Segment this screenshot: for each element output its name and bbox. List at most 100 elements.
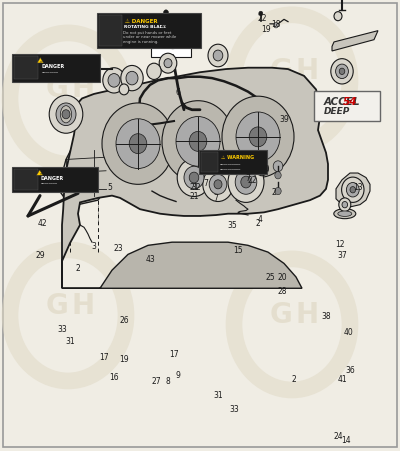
Circle shape: [121, 66, 143, 92]
Circle shape: [235, 170, 257, 195]
Circle shape: [116, 120, 160, 169]
Circle shape: [159, 54, 177, 74]
Circle shape: [162, 101, 234, 183]
Text: 20: 20: [277, 273, 287, 282]
Circle shape: [164, 11, 168, 16]
Polygon shape: [36, 170, 43, 176]
Circle shape: [339, 69, 345, 75]
Text: ROTATING BLADE: ROTATING BLADE: [124, 25, 166, 29]
FancyBboxPatch shape: [314, 92, 380, 121]
Text: 7: 7: [204, 178, 208, 187]
Circle shape: [214, 180, 222, 189]
FancyBboxPatch shape: [14, 57, 38, 80]
Circle shape: [177, 159, 211, 197]
Text: H: H: [71, 75, 94, 103]
Text: H: H: [71, 291, 94, 319]
Circle shape: [189, 173, 199, 184]
Text: 17: 17: [99, 352, 109, 361]
Text: !: !: [40, 61, 42, 65]
Text: 29: 29: [35, 250, 45, 259]
Circle shape: [236, 113, 280, 162]
Circle shape: [203, 168, 233, 202]
Text: 22: 22: [257, 14, 267, 23]
Text: 14: 14: [341, 435, 351, 444]
Polygon shape: [58, 138, 108, 205]
Circle shape: [184, 167, 204, 189]
Text: ⚠ DANGER: ⚠ DANGER: [125, 18, 158, 23]
Circle shape: [273, 161, 283, 172]
Circle shape: [189, 132, 207, 152]
Text: G: G: [46, 291, 69, 319]
Text: 2: 2: [292, 374, 296, 383]
Polygon shape: [62, 69, 328, 289]
Text: 19: 19: [119, 354, 129, 363]
Text: 2: 2: [76, 264, 80, 273]
Circle shape: [62, 110, 70, 120]
Text: 5: 5: [108, 183, 112, 192]
Text: 28: 28: [277, 286, 287, 295]
FancyBboxPatch shape: [199, 151, 267, 175]
Text: 44: 44: [77, 171, 87, 180]
Text: engine is running.: engine is running.: [123, 40, 159, 44]
Text: 37: 37: [337, 250, 347, 259]
Circle shape: [259, 12, 263, 17]
Text: 2: 2: [256, 219, 260, 228]
Circle shape: [126, 72, 138, 86]
Text: 16: 16: [109, 372, 119, 381]
Circle shape: [241, 177, 251, 189]
Text: ──────────: ──────────: [219, 167, 240, 171]
Circle shape: [103, 69, 125, 94]
Circle shape: [213, 51, 223, 62]
Text: 17: 17: [169, 350, 179, 359]
Text: H: H: [295, 300, 318, 328]
Circle shape: [339, 198, 351, 212]
Circle shape: [56, 104, 76, 126]
Text: 33: 33: [57, 325, 67, 334]
FancyBboxPatch shape: [99, 16, 122, 46]
Text: G: G: [270, 57, 293, 85]
Text: 6: 6: [176, 88, 180, 97]
Circle shape: [119, 85, 129, 96]
Text: 19: 19: [261, 25, 271, 34]
Text: 25: 25: [265, 273, 275, 282]
Text: 11: 11: [161, 41, 171, 50]
Text: 54: 54: [343, 97, 358, 106]
Text: 13: 13: [353, 183, 363, 192]
Text: DEEP: DEEP: [324, 107, 350, 116]
Text: 9: 9: [176, 370, 180, 379]
Circle shape: [102, 104, 174, 185]
Circle shape: [108, 74, 120, 88]
Text: 26: 26: [119, 316, 129, 325]
Text: 33: 33: [229, 404, 239, 413]
Text: 18: 18: [271, 20, 281, 29]
Polygon shape: [318, 101, 374, 115]
Text: DANGER: DANGER: [40, 175, 64, 180]
Ellipse shape: [338, 212, 352, 217]
Text: 40: 40: [343, 327, 353, 336]
Circle shape: [256, 162, 268, 176]
Text: G: G: [46, 75, 69, 103]
Text: 4: 4: [258, 214, 262, 223]
Text: ⚠ WARNING: ⚠ WARNING: [221, 155, 254, 160]
Ellipse shape: [334, 209, 356, 219]
Polygon shape: [336, 174, 370, 207]
Circle shape: [69, 181, 75, 189]
Circle shape: [147, 64, 161, 80]
Text: 24: 24: [333, 431, 343, 440]
Text: ──────────: ──────────: [219, 163, 240, 167]
Text: ────────: ────────: [41, 71, 58, 75]
Circle shape: [275, 188, 281, 195]
Circle shape: [129, 134, 147, 154]
Text: DANGER: DANGER: [41, 64, 64, 69]
Text: 21: 21: [189, 183, 199, 192]
Circle shape: [275, 172, 281, 179]
Text: 41: 41: [337, 374, 347, 383]
FancyBboxPatch shape: [201, 153, 218, 173]
Circle shape: [249, 128, 267, 147]
Text: under or near mower while: under or near mower while: [123, 35, 176, 39]
FancyBboxPatch shape: [151, 21, 191, 58]
Circle shape: [342, 202, 348, 208]
Text: 10: 10: [159, 20, 169, 29]
Polygon shape: [332, 32, 378, 52]
Circle shape: [166, 33, 180, 50]
